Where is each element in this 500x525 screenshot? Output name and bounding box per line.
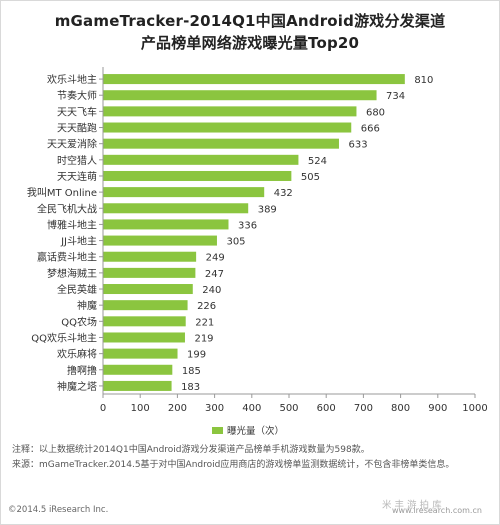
bar (103, 187, 265, 198)
category-label: 撸啊撸 (67, 364, 97, 377)
category-label: 赢话费斗地主 (37, 251, 97, 264)
bar-value-label: 247 (205, 269, 224, 280)
x-tick-label: 300 (205, 403, 224, 414)
bar (103, 154, 299, 165)
bar-value-label: 199 (187, 350, 206, 361)
bar-value-label: 240 (202, 285, 221, 296)
category-label: JJ斗地主 (60, 235, 97, 248)
category-label: 天天爱消除 (47, 138, 97, 151)
copyright-text: ©2014.5 iResearch Inc. (8, 505, 109, 515)
bar-value-label: 734 (386, 91, 405, 102)
bar (103, 364, 173, 375)
category-label: 天天酷跑 (57, 122, 97, 135)
x-tick-label: 200 (168, 403, 187, 414)
x-tick-label: 900 (428, 403, 447, 414)
bar-value-label: 633 (348, 140, 367, 151)
category-label: 天天飞车 (57, 105, 97, 118)
legend-label: 曝光量（次） (227, 426, 285, 437)
bar (103, 138, 339, 149)
bar (103, 348, 178, 359)
chart-title-line-2: 产品榜单网络游戏曝光量Top20 (140, 34, 360, 52)
bar (103, 219, 229, 230)
site-url: www.iresearch.com.cn (392, 506, 482, 515)
bar (103, 74, 405, 85)
bar (103, 170, 292, 181)
category-label: QQ农场 (61, 315, 97, 328)
category-label: 神魔 (77, 299, 97, 312)
bar (103, 300, 188, 311)
bar-value-label: 185 (182, 366, 201, 377)
category-label: 神魔之塔 (57, 380, 97, 393)
bar (103, 316, 186, 327)
bar-value-label: 680 (366, 107, 385, 118)
x-tick-label: 1000 (462, 403, 487, 414)
category-label: 时空猎人 (57, 154, 97, 167)
watermark-text: 米 丰 游 拍 库 (382, 500, 442, 511)
bar (103, 284, 193, 295)
category-label: 天天连萌 (57, 170, 97, 183)
bar (103, 90, 377, 101)
category-label: 全民飞机大战 (37, 202, 97, 215)
bar (103, 235, 217, 246)
x-tick-label: 100 (131, 403, 150, 414)
bar-value-label: 249 (206, 253, 225, 264)
chart-source: 来源：mGameTracker.2014.5基于对中国Android应用商店的游… (12, 460, 455, 470)
x-tick-label: 400 (242, 403, 261, 414)
bar-value-label: 505 (301, 172, 320, 183)
category-label: 欢乐麻将 (57, 348, 97, 361)
x-tick-label: 600 (317, 403, 336, 414)
category-label: 欢乐斗地主 (47, 73, 97, 86)
x-tick-label: 500 (279, 403, 298, 414)
bar-value-label: 219 (194, 333, 213, 344)
bar (103, 106, 357, 117)
category-label: 我叫MT Online (27, 187, 97, 199)
bar-value-label: 810 (414, 75, 433, 86)
bar-value-label: 183 (181, 382, 200, 393)
category-label: 梦想海贼王 (47, 267, 97, 280)
bar-value-label: 389 (258, 204, 277, 215)
x-tick-label: 800 (391, 403, 410, 414)
bar-value-label: 226 (197, 301, 216, 312)
category-label: 博雅斗地主 (47, 218, 97, 231)
x-tick-label: 700 (354, 403, 373, 414)
chart-title-line-1: mGameTracker-2014Q1中国Android游戏分发渠道 (54, 12, 446, 30)
bar-value-label: 221 (195, 317, 214, 328)
bar-value-label: 524 (308, 156, 327, 167)
legend-swatch (212, 426, 223, 434)
category-label: 全民英雄 (57, 283, 97, 296)
bar (103, 380, 172, 391)
bar-value-label: 305 (226, 237, 245, 248)
bar-chart: 0 100 200 300 400 500 600 700 800 900 1000 欢乐斗地主 810… (27, 67, 488, 414)
chart-legend: 曝光量（次） (212, 423, 284, 437)
bar (103, 251, 197, 262)
bar (103, 203, 249, 214)
bar-value-label: 336 (238, 220, 257, 231)
bar (103, 267, 196, 278)
bar-value-label: 432 (274, 188, 293, 199)
bar-value-label: 666 (361, 124, 380, 135)
category-label: 节奏大师 (57, 89, 97, 102)
category-label: QQ欢乐斗地主 (31, 331, 97, 344)
bar (103, 332, 185, 343)
x-tick-label: 0 (100, 403, 106, 414)
bar (103, 122, 352, 133)
chart-note: 注释：以上数据统计2014Q1中国Android游戏分发渠道产品榜单手机游戏数量… (12, 445, 370, 455)
